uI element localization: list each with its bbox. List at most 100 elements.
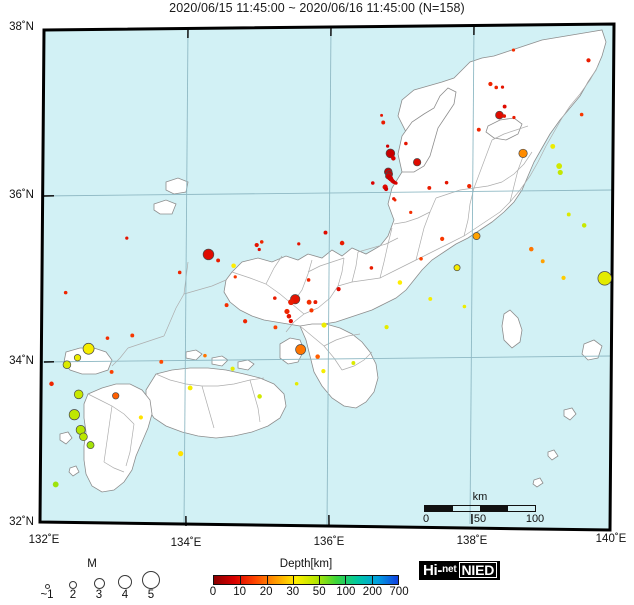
epicenter-marker[interactable] <box>73 354 82 362</box>
epicenter-marker[interactable] <box>130 333 135 338</box>
epicenter-marker[interactable] <box>231 263 236 269</box>
epicenter-marker[interactable] <box>321 369 326 374</box>
epicenter-marker[interactable] <box>79 432 88 442</box>
epicenter-marker[interactable] <box>369 266 374 270</box>
epicenter-marker[interactable] <box>404 141 408 146</box>
epicenter-marker[interactable] <box>385 148 396 159</box>
epicenter-marker[interactable] <box>315 354 320 359</box>
epicenter-marker[interactable] <box>597 271 612 286</box>
epicenter-marker[interactable] <box>502 114 507 118</box>
epicenter-marker[interactable] <box>380 113 384 117</box>
epicenter-marker[interactable] <box>224 303 229 308</box>
epicenter-marker[interactable] <box>125 236 129 240</box>
epicenter-marker[interactable] <box>579 112 584 117</box>
epicenter-marker[interactable] <box>428 296 433 301</box>
epicenter-marker[interactable] <box>202 248 215 261</box>
epicenter-marker[interactable] <box>561 275 566 281</box>
epicenter-marker[interactable] <box>306 299 312 305</box>
epicenter-marker[interactable] <box>467 184 472 189</box>
epicenter-marker[interactable] <box>233 275 237 279</box>
epicenter-marker[interactable] <box>566 212 571 217</box>
epicenter-marker[interactable] <box>73 389 84 400</box>
epicenter-marker[interactable] <box>351 361 356 365</box>
epicenter-marker[interactable] <box>177 270 182 275</box>
epicenter-marker[interactable] <box>384 325 389 330</box>
epicenter-marker[interactable] <box>472 232 481 240</box>
epicenter-marker[interactable] <box>494 85 499 90</box>
epicenter-marker[interactable] <box>82 342 95 355</box>
epicenter-marker[interactable] <box>370 181 375 185</box>
epicenter-marker[interactable] <box>500 85 505 89</box>
epicenter-marker[interactable] <box>518 148 528 158</box>
epicenter-marker[interactable] <box>512 115 516 120</box>
epicenter-marker[interactable] <box>68 409 80 421</box>
epicenter-marker[interactable] <box>321 322 327 328</box>
epicenter-marker[interactable] <box>462 304 467 309</box>
epicenter-marker[interactable] <box>529 246 534 252</box>
epicenter-marker[interactable] <box>259 240 264 244</box>
epicenter-marker[interactable] <box>409 210 413 214</box>
epicenter-marker[interactable] <box>381 120 386 125</box>
epicenter-marker[interactable] <box>243 319 248 324</box>
epicenter-marker[interactable] <box>339 240 345 246</box>
epicenter-marker[interactable] <box>294 381 299 386</box>
epicenter-marker[interactable] <box>257 247 261 252</box>
epicenter-marker[interactable] <box>309 308 314 313</box>
epicenter-marker[interactable] <box>230 366 235 371</box>
epicenter-marker[interactable] <box>178 451 184 457</box>
epicenter-marker[interactable] <box>444 180 449 185</box>
epicenter-marker[interactable] <box>62 360 72 369</box>
map-panel[interactable]: 38˚N 36˚N 34˚N 32˚N 132˚E 134˚E 136˚E 13… <box>9 21 626 549</box>
epicenter-marker[interactable] <box>297 242 301 246</box>
epicenter-marker[interactable] <box>109 369 114 374</box>
epicenter-marker[interactable] <box>254 242 259 248</box>
epicenter-marker[interactable] <box>476 127 481 132</box>
epicenter-marker[interactable] <box>203 353 207 358</box>
epicenter-marker[interactable] <box>556 163 563 169</box>
map-canvas[interactable] <box>36 22 618 535</box>
epicenter-marker[interactable] <box>540 259 545 264</box>
epicenter-marker[interactable] <box>336 287 341 292</box>
epicenter-marker-group[interactable] <box>49 48 612 488</box>
epicenter-marker[interactable] <box>394 181 398 185</box>
epicenter-marker[interactable] <box>273 325 278 330</box>
epicenter-marker[interactable] <box>586 58 591 63</box>
epicenter-marker[interactable] <box>52 481 59 488</box>
epicenter-marker[interactable] <box>488 81 493 87</box>
epicenter-marker[interactable] <box>257 394 262 399</box>
epicenter-marker[interactable] <box>138 415 143 420</box>
epicenter-marker[interactable] <box>385 144 390 148</box>
epicenter-marker[interactable] <box>550 143 556 149</box>
epicenter-marker[interactable] <box>313 300 318 305</box>
epicenter-marker[interactable] <box>419 256 423 261</box>
epicenter-marker[interactable] <box>440 236 445 242</box>
epicenter-marker[interactable] <box>495 110 504 120</box>
epicenter-marker[interactable] <box>63 290 68 295</box>
epicenter-marker[interactable] <box>306 278 311 282</box>
epicenter-marker[interactable] <box>159 359 164 364</box>
epicenter-marker[interactable] <box>105 336 110 340</box>
epicenter-marker[interactable] <box>453 264 461 272</box>
epicenter-marker[interactable] <box>397 280 403 285</box>
epicenter-marker[interactable] <box>384 186 389 192</box>
epicenter-marker[interactable] <box>273 296 277 300</box>
epicenter-marker[interactable] <box>427 185 432 190</box>
epicenter-marker[interactable] <box>286 314 292 319</box>
epicenter-marker[interactable] <box>284 308 290 315</box>
epicenter-marker[interactable] <box>502 104 507 109</box>
epicenter-marker[interactable] <box>581 223 587 228</box>
epicenter-marker[interactable] <box>511 48 516 52</box>
epicenter-marker[interactable] <box>295 344 306 355</box>
epicenter-marker[interactable] <box>557 169 563 176</box>
epicenter-marker[interactable] <box>288 299 294 306</box>
epicenter-marker[interactable] <box>288 318 293 324</box>
epicenter-marker[interactable] <box>391 156 396 161</box>
epicenter-marker[interactable] <box>216 258 221 263</box>
epicenter-marker[interactable] <box>86 441 95 450</box>
epicenter-marker[interactable] <box>49 381 54 387</box>
epicenter-marker[interactable] <box>112 392 120 400</box>
epicenter-marker[interactable] <box>413 158 422 167</box>
epicenter-marker[interactable] <box>187 385 193 391</box>
epicenter-marker[interactable] <box>323 230 328 235</box>
epicenter-marker[interactable] <box>393 198 397 202</box>
